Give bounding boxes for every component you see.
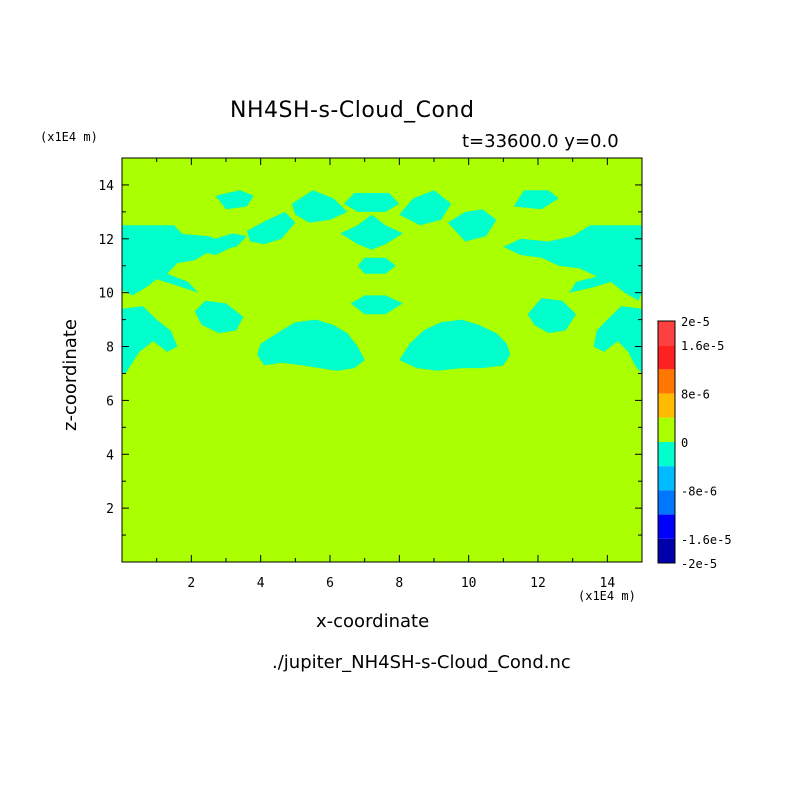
left-lower-lobe: [122, 306, 178, 374]
colorbar-label: -2e-5: [681, 557, 717, 571]
top-left-blob: [215, 190, 254, 210]
x-tick-label: 10: [461, 576, 477, 591]
colorbar-swatch: [658, 345, 675, 370]
colorbar-label: 8e-6: [681, 388, 710, 402]
left-ring: [194, 300, 244, 334]
y-scale-label: (x1E4 m): [40, 130, 98, 144]
colorbar-label: -8e-6: [681, 484, 717, 498]
colorbar-swatch: [658, 321, 675, 346]
y-tick-label: 4: [106, 448, 114, 463]
chart-title: NH4SH-s-Cloud_Cond: [230, 98, 475, 123]
left-cloud-band: [122, 225, 247, 296]
colorbar-label: 0: [681, 436, 688, 450]
right-lower-lobe: [593, 306, 642, 374]
colorbar-label: 2e-5: [681, 315, 710, 329]
y-tick-label: 10: [98, 287, 114, 302]
y-tick-label: 8: [106, 341, 114, 356]
colorbar-frame: [657, 320, 676, 564]
right-large-cloud: [399, 319, 511, 371]
colorbar-swatch: [658, 369, 675, 394]
colorbar-swatch: [658, 490, 675, 515]
x-tick-label: 2: [187, 576, 195, 591]
center-inverted-triangle: [340, 214, 403, 250]
colorbar-label: -1.6e-5: [681, 533, 732, 547]
top-center-right-arm: [399, 190, 452, 226]
center-lens: [350, 295, 403, 315]
center-top-bar: [343, 193, 400, 212]
x-scale-label: (x1E4 m): [578, 589, 636, 603]
field-background: [122, 158, 642, 562]
top-right-blob: [513, 190, 559, 210]
colorbar: 2e-5 1.6e-5 8e-6 0 -8e-6 -1.6e-5 -2e-5: [657, 315, 732, 571]
x-tick-label: 6: [326, 576, 334, 591]
y-tick-label: 14: [98, 179, 114, 194]
time-label: t=33600.0 y=0.0: [462, 131, 619, 152]
x-axis-label: x-coordinate: [316, 611, 430, 632]
x-tick-label: 8: [395, 576, 403, 591]
top-center-left-arm: [291, 190, 348, 223]
right-ring: [527, 298, 577, 334]
y-tick-label: 6: [106, 394, 114, 409]
x-tick-label: 12: [530, 576, 546, 591]
right-cloud-band: [503, 225, 642, 301]
colorbar-swatch: [658, 393, 675, 418]
colorbar-swatch: [658, 514, 675, 539]
source-file-label: ./jupiter_NH4SH-s-Cloud_Cond.nc: [272, 652, 571, 673]
x-tick-label: 4: [257, 576, 265, 591]
left-large-cloud: [257, 319, 365, 371]
colorbar-swatch: [658, 466, 675, 491]
plot-frame: [121, 157, 643, 563]
plot-area: [122, 158, 642, 562]
colorbar-label: 1.6e-5: [681, 339, 724, 353]
y-axis-label: z-coordinate: [60, 319, 81, 431]
colorbar-swatch: [658, 538, 675, 563]
y-tick-label: 2: [106, 502, 114, 517]
y-tick-label: 12: [98, 233, 114, 248]
colorbar-swatch: [658, 417, 675, 442]
left-arm-1: [174, 233, 233, 255]
colorbar-swatch: [658, 442, 675, 467]
top-right-arm: [447, 209, 497, 242]
center-diamond: [357, 257, 396, 274]
top-left-arm: [246, 211, 296, 245]
